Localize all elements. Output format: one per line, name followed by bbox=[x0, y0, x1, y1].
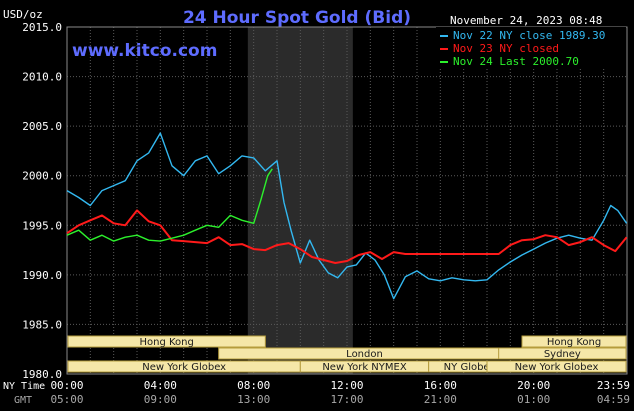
timestamp: November 24, 2023 08:48 bbox=[450, 14, 602, 27]
gmt-row-label: GMT bbox=[14, 395, 32, 406]
ny-time-row-label: NY Time bbox=[3, 381, 45, 392]
legend-entry: Nov 22 NY close 1989.30 bbox=[453, 29, 605, 42]
y-tick-label: 1990.0 bbox=[22, 269, 62, 282]
x-tick-label-gmt: 04:59 bbox=[597, 393, 630, 406]
session-label: Hong Kong bbox=[547, 337, 601, 348]
session-label: Sydney bbox=[544, 349, 581, 360]
x-tick-label-ny: 08:00 bbox=[237, 379, 270, 392]
y-tick-label: 2015.0 bbox=[22, 21, 62, 34]
x-tick-label-gmt: 09:00 bbox=[144, 393, 177, 406]
session-label: New York Globex bbox=[515, 362, 599, 373]
session-bar bbox=[498, 347, 627, 360]
series-line-2 bbox=[66, 209, 628, 264]
y-tick-label: 2000.0 bbox=[22, 170, 62, 183]
x-tick-label-gmt: 13:00 bbox=[237, 393, 270, 406]
x-tick-label-ny: 12:00 bbox=[330, 379, 363, 392]
x-tick-label-gmt: 01:00 bbox=[517, 393, 550, 406]
legend-entry: Nov 24 Last 2000.70 bbox=[453, 55, 579, 68]
series-line-3 bbox=[66, 168, 273, 242]
legend-entry: Nov 23 NY closed bbox=[453, 42, 559, 55]
legend-background bbox=[436, 27, 626, 68]
x-tick-label-gmt: 17:00 bbox=[330, 393, 363, 406]
x-tick-label-ny: 00:00 bbox=[50, 379, 83, 392]
y-tick-label: 2005.0 bbox=[22, 120, 62, 133]
plot-border bbox=[66, 26, 628, 375]
x-tick-label-gmt: 21:00 bbox=[424, 393, 457, 406]
session-label: Hong Kong bbox=[139, 337, 193, 348]
session-label: New York Globex bbox=[142, 362, 226, 373]
y-tick-label: 2010.0 bbox=[22, 71, 62, 84]
x-tick-label-ny: 04:00 bbox=[144, 379, 177, 392]
session-label: London bbox=[346, 349, 383, 360]
y-tick-label: 1980.0 bbox=[22, 368, 62, 381]
series-lines bbox=[66, 132, 628, 300]
x-tick-label-ny: 23:59 bbox=[597, 379, 630, 392]
session-bar bbox=[521, 335, 627, 348]
session-bar bbox=[486, 360, 627, 373]
y-axis: 1980.0 1985.0 1990.0 1995.0 2000.0 2005.0 2010… bbox=[22, 21, 62, 381]
session-bar bbox=[67, 335, 266, 348]
kitco-watermark: www.kitco.com bbox=[72, 41, 217, 61]
grid-lines bbox=[66, 26, 628, 375]
chart-title: 24 Hour Spot Gold (Bid) bbox=[183, 8, 411, 28]
series-line-1 bbox=[66, 132, 628, 300]
y-tick-label: 1995.0 bbox=[22, 219, 62, 232]
session-label: NY Globex bbox=[444, 362, 496, 373]
x-tick-label-ny: 20:00 bbox=[517, 379, 550, 392]
x-tick-label-ny: 16:00 bbox=[424, 379, 457, 392]
market-sessions: Hong Kong London New York Globex New York N… bbox=[67, 335, 627, 373]
session-label: New York NYMEX bbox=[322, 362, 407, 373]
y-tick-label: 1985.0 bbox=[22, 318, 62, 331]
x-tick-label-gmt: 05:00 bbox=[50, 393, 83, 406]
units-label: USD/oz bbox=[3, 8, 43, 21]
